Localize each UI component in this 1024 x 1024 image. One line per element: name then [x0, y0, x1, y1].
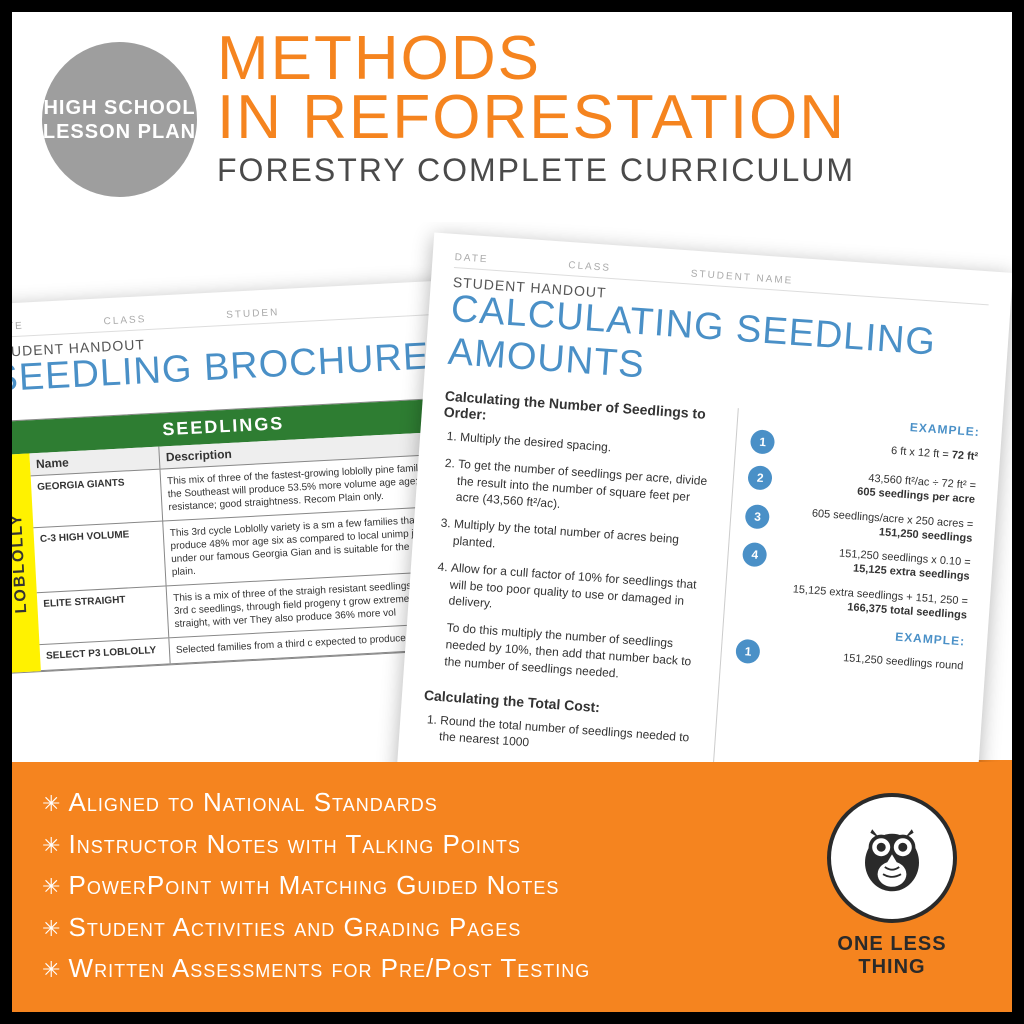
grade-badge: HIGH SCHOOL LESSON PLAN: [42, 42, 197, 197]
row-name: GEORGIA GIANTS: [31, 470, 163, 528]
steps-column: Calculating the Number of Seedlings to O…: [420, 388, 718, 762]
row-name: ELITE STRAIGHT: [37, 586, 169, 644]
field-student: STUDEN: [226, 307, 280, 321]
example-text: 151,250 seedlings round: [768, 646, 964, 674]
feature-list: Aligned to National StandardsInstructor …: [42, 782, 802, 990]
feature-item: PowerPoint with Matching Guided Notes: [42, 865, 802, 907]
title-block: METHODS IN REFORESTATION FORESTRY COMPLE…: [217, 30, 855, 189]
example-bullet: 3: [745, 504, 771, 530]
feature-item: Aligned to National Standards: [42, 782, 802, 824]
field-class: CLASS: [103, 314, 146, 327]
example-row: 4151,250 seedlings x 0.10 =15,125 extra …: [742, 540, 971, 584]
step-item: Allow for a cull factor of 10% for seedl…: [448, 559, 706, 627]
field-student: STUDENT NAME: [690, 269, 793, 287]
feature-item: Written Assessments for Pre/Post Testing: [42, 948, 802, 990]
step-item: To get the number of seedlings per acre,…: [455, 456, 713, 524]
badge-line2: LESSON PLAN: [43, 120, 196, 144]
examples-column: EXAMPLE: 16 ft x 12 ft = 72 ft²243,560 f…: [712, 408, 980, 762]
example-text: 151,250 seedlings x 0.10 =15,125 extra s…: [774, 542, 971, 584]
product-card: HIGH SCHOOL LESSON PLAN METHODS IN REFOR…: [12, 12, 1012, 1012]
example-text: 43,560 ft²/ac ÷ 72 ft² =605 seedlings pe…: [779, 465, 976, 507]
owl-icon: [847, 813, 937, 903]
feature-item: Student Activities and Grading Pages: [42, 907, 802, 949]
step-note: To do this multiply the number of seedli…: [444, 620, 702, 688]
badge-line1: HIGH SCHOOL: [43, 96, 195, 120]
example-row: 3605 seedlings/acre x 250 acres =151,250…: [745, 502, 974, 546]
seedling-table: SEEDLINGS LOBLOLLY Name Description GEOR…: [12, 397, 463, 674]
feature-item: Instructor Notes with Talking Points: [42, 824, 802, 866]
field-class: CLASS: [568, 260, 611, 274]
footer-banner: Aligned to National StandardsInstructor …: [12, 760, 1012, 1012]
header: HIGH SCHOOL LESSON PLAN METHODS IN REFOR…: [12, 12, 1012, 222]
owl-logo: [827, 793, 957, 923]
step-item: Multiply by the total number of acres be…: [452, 516, 709, 567]
row-name: C-3 HIGH VOLUME: [33, 522, 166, 593]
preview-area: DATE CLASS STUDEN STUDENT HANDOUT SEEDLI…: [12, 222, 1012, 762]
example-bullet: 1: [750, 429, 776, 455]
example-bullet: 1: [735, 639, 761, 665]
example-bullet: 4: [742, 542, 768, 568]
field-date: DATE: [12, 321, 24, 334]
title-line2: IN REFORESTATION: [217, 89, 855, 148]
title-line1: METHODS: [217, 30, 855, 89]
category-label: LOBLOLLY: [12, 512, 31, 614]
brand-block: ONE LESS THING: [802, 793, 982, 979]
handout-calculating: DATE CLASS STUDENT NAME STUDENT HANDOUT …: [391, 233, 1012, 762]
row-name: SELECT P3 LOBLOLLY: [40, 638, 171, 670]
example-row: 243,560 ft²/ac ÷ 72 ft² =605 seedlings p…: [747, 463, 976, 507]
example-text: 605 seedlings/acre x 250 acres =151,250 …: [777, 504, 974, 546]
example-bullet: 2: [747, 465, 773, 491]
field-date: DATE: [454, 252, 489, 265]
subtitle: FORESTRY COMPLETE CURRICULUM: [217, 152, 855, 189]
cost-step: Round the total number of seedlings need…: [439, 712, 696, 762]
example-text: 6 ft x 12 ft = 72 ft²: [782, 436, 978, 464]
brand-name: ONE LESS THING: [802, 933, 982, 979]
example-total: 15,125 extra seedlings + 151, 250 =166,3…: [739, 579, 968, 623]
